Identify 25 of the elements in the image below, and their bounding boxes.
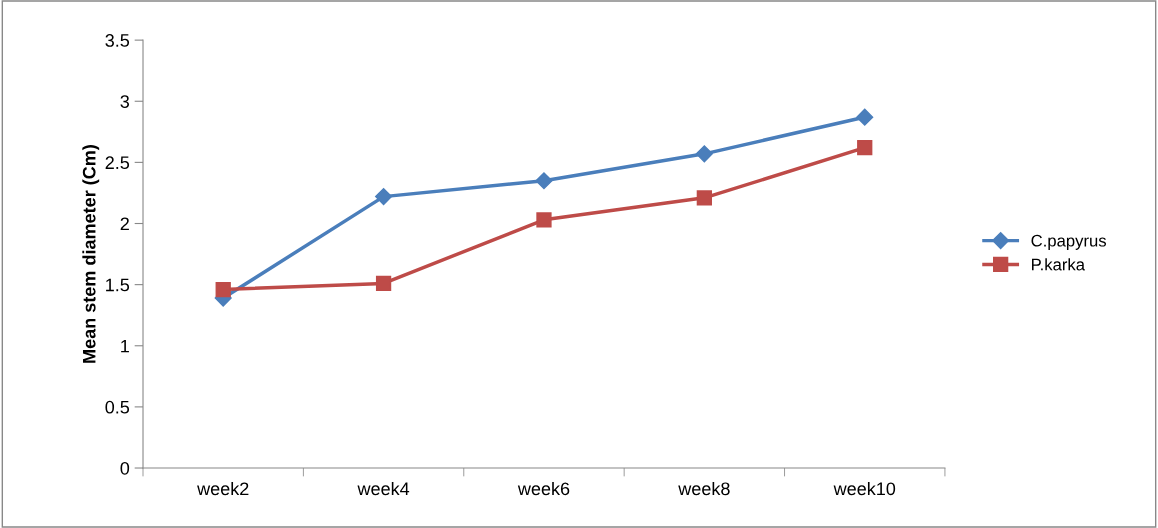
y-tick-label: 0	[120, 461, 130, 475]
y-tick-label: 2.5	[105, 156, 130, 170]
x-tick-label: week2	[197, 481, 249, 496]
point	[215, 281, 231, 298]
y-tick-label: 3	[120, 95, 130, 108]
y-tick-label: 2	[120, 217, 129, 231]
point	[535, 172, 553, 190]
point	[856, 108, 874, 126]
y-tick-label: 0.5	[105, 400, 130, 414]
y-tick-label: 1.5	[106, 278, 130, 292]
legend-label: C.papyrus	[1031, 234, 1107, 250]
x-tick-label: week10	[833, 481, 896, 496]
y-tick-label: 3.5	[105, 34, 130, 47]
point	[375, 275, 392, 292]
y-tick-label: 1	[121, 339, 129, 353]
x-tick-label: week4	[357, 481, 410, 496]
point	[857, 140, 873, 156]
point	[536, 212, 552, 228]
point	[695, 145, 713, 163]
x-tick-label: week6	[517, 481, 570, 496]
point	[696, 190, 712, 206]
x-tick-label: week8	[678, 481, 730, 496]
point	[375, 188, 393, 206]
y-axis-title: Mean stem diameter (Cm)	[82, 145, 100, 363]
legend-label: P.karka	[1032, 258, 1086, 271]
